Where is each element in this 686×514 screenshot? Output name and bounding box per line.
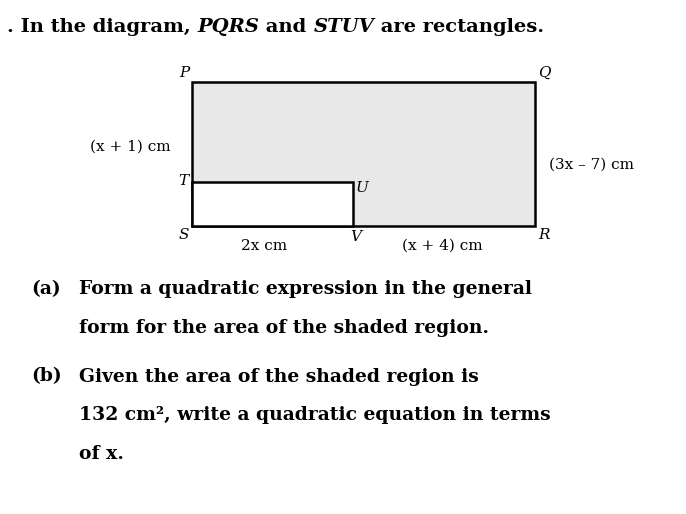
Text: (b): (b)	[31, 368, 62, 386]
Text: P: P	[179, 66, 189, 80]
Text: Given the area of the shaded region is: Given the area of the shaded region is	[79, 368, 479, 386]
Text: and: and	[259, 18, 314, 36]
Text: of x.: of x.	[79, 445, 123, 463]
Text: U: U	[355, 181, 368, 195]
Text: T: T	[178, 174, 188, 188]
Text: form for the area of the shaded region.: form for the area of the shaded region.	[79, 319, 489, 337]
Text: (3x – 7) cm: (3x – 7) cm	[549, 157, 634, 172]
Text: V: V	[350, 230, 361, 244]
Bar	[192, 82, 535, 226]
Text: are rectangles.: are rectangles.	[374, 18, 544, 36]
Text: . In the diagram,: . In the diagram,	[7, 18, 198, 36]
Text: STUV: STUV	[314, 18, 374, 36]
Text: (a): (a)	[31, 280, 60, 298]
Text: (x + 4) cm: (x + 4) cm	[402, 239, 483, 253]
Text: 2x cm: 2x cm	[241, 239, 287, 253]
Text: (x + 1) cm: (x + 1) cm	[90, 139, 171, 154]
Text: PQRS: PQRS	[198, 18, 259, 36]
Text: R: R	[538, 228, 549, 242]
Bar	[192, 182, 353, 226]
Text: S: S	[179, 228, 189, 242]
Text: Q: Q	[538, 66, 550, 80]
Text: Form a quadratic expression in the general: Form a quadratic expression in the gener…	[79, 280, 532, 298]
Text: 132 cm², write a quadratic equation in terms: 132 cm², write a quadratic equation in t…	[79, 406, 550, 424]
